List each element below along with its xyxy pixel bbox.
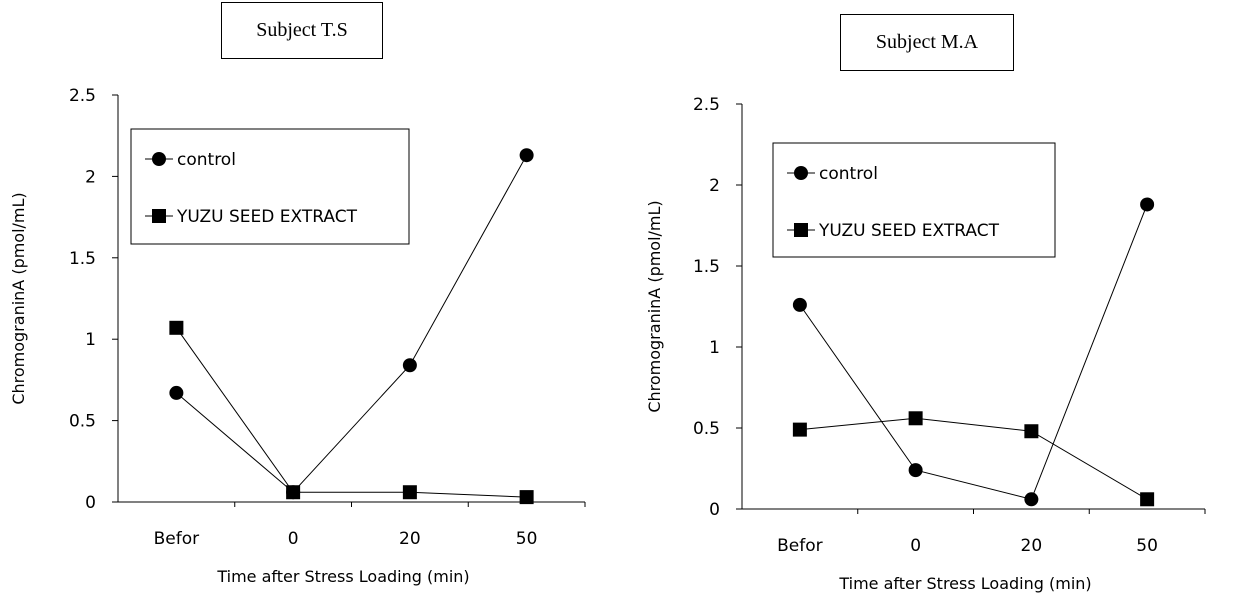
y-tick-label: 2.5 (69, 86, 96, 106)
control-point (402, 358, 417, 373)
legend-label-control: control (819, 164, 878, 184)
y-tick-label: 0 (85, 493, 96, 513)
legend-label-control: control (177, 150, 236, 170)
legend-label-yuzu: YUZU SEED EXTRACT (818, 221, 1000, 241)
yuzu-point (1140, 492, 1155, 507)
legend-swatch-control (152, 152, 166, 166)
y-tick-label: 0 (709, 500, 720, 520)
y-tick-label: 2 (85, 167, 96, 187)
y-tick-label: 1.5 (693, 257, 720, 277)
x-tick-label: 50 (1136, 536, 1158, 556)
legend-swatch-control (794, 166, 808, 180)
y-tick-label: 1 (709, 338, 720, 358)
chart-title-left: Subject T.S (221, 2, 383, 59)
control-point (792, 297, 807, 312)
yuzu-point (792, 422, 807, 437)
control-point (519, 148, 534, 163)
control-point (1024, 492, 1039, 507)
y-tick-label: 1 (85, 330, 96, 350)
y-axis-label: ChromograninA (pmol/mL) (645, 200, 664, 412)
y-tick-label: 0.5 (693, 419, 720, 439)
legend-swatch-yuzu (152, 209, 166, 223)
yuzu-point (519, 490, 534, 505)
y-tick-label: 2.5 (693, 95, 720, 115)
y-axis-label: ChromograninA (pmol/mL) (9, 192, 28, 404)
yuzu-point (169, 320, 184, 335)
x-tick-label: 20 (399, 529, 421, 549)
x-tick-label: Befor (154, 529, 200, 549)
x-tick-label: 0 (288, 529, 299, 549)
x-tick-label: 0 (910, 536, 921, 556)
chart-left: 0 0.5 1 1.5 2 2.5 Befor 0 20 50 Time after Stress … (9, 86, 586, 586)
y-tick-label: 1.5 (69, 249, 96, 269)
x-axis-label: Time after Stress Loading (min) (216, 567, 469, 586)
yuzu-point (1024, 424, 1039, 439)
control-series-line (176, 154, 528, 493)
y-tick-label: 2 (709, 176, 720, 196)
legend-box (772, 142, 1056, 258)
yuzu-point (908, 411, 923, 426)
yuzu-series-line (799, 417, 1148, 500)
y-tick-label: 0.5 (69, 412, 96, 432)
yuzu-series-line (175, 327, 527, 498)
x-tick-label: 50 (516, 529, 538, 549)
chart-right: 0 0.5 1 1.5 2 2.5 Befor 0 20 50 Time after Stress … (645, 95, 1206, 593)
control-series-line (799, 204, 1148, 500)
x-tick-label: 20 (1021, 536, 1043, 556)
legend-swatch-yuzu (794, 223, 808, 237)
control-point (169, 385, 184, 400)
x-tick-label: Befor (777, 536, 823, 556)
control-point (908, 463, 923, 478)
yuzu-point (402, 485, 417, 500)
legend-label-yuzu: YUZU SEED EXTRACT (176, 207, 358, 227)
legend-box (130, 128, 410, 245)
chart-title-right: Subject M.A (840, 14, 1014, 71)
x-axis-label: Time after Stress Loading (min) (838, 574, 1091, 593)
yuzu-point (286, 485, 301, 500)
control-point (1140, 197, 1155, 212)
